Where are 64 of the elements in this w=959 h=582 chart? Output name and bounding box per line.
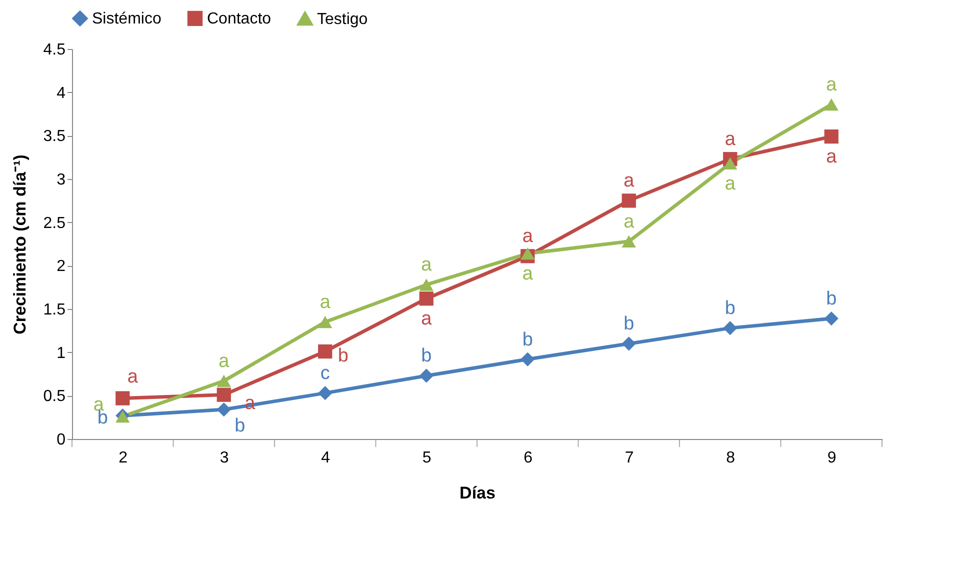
point [824, 311, 838, 326]
data-label: b [724, 298, 736, 320]
data-label: a [724, 129, 736, 150]
data-label: a [421, 308, 432, 330]
x-tick-label: 9 [827, 450, 836, 466]
point [216, 388, 231, 402]
y-tick-label: 2 [56, 258, 66, 276]
point [116, 391, 130, 406]
point [318, 386, 332, 400]
point [723, 320, 738, 336]
point [419, 368, 434, 383]
x-axis-title: Días [460, 484, 496, 502]
y-tick-label: 0.5 [43, 388, 66, 406]
data-label: a [522, 264, 534, 285]
point [318, 344, 332, 359]
data-label: a [826, 74, 838, 96]
x-tick-label: 6 [524, 450, 533, 466]
data-label: b [624, 314, 634, 335]
y-tick-label: 0 [56, 432, 66, 448]
data-label: a [826, 146, 838, 168]
point [419, 292, 434, 306]
point [520, 247, 535, 260]
y-tick-label: 1 [56, 344, 66, 362]
data-label: a [724, 173, 736, 194]
data-label: a [127, 366, 138, 388]
legend-label: Testigo [317, 10, 368, 28]
data-label: a [320, 292, 331, 313]
point [622, 194, 636, 208]
x-tick-label: 8 [726, 450, 736, 466]
data-label: a [421, 254, 432, 276]
point [419, 278, 434, 291]
y-axis-title: Crecimiento (cm día⁻¹) [10, 154, 30, 334]
data-label: a [624, 170, 635, 192]
x-tick-label: 5 [422, 450, 432, 466]
y-tick-label: 3 [56, 172, 66, 188]
point [622, 336, 636, 351]
point [622, 235, 636, 248]
point [824, 129, 838, 144]
data-label: a [522, 226, 534, 248]
point [520, 352, 535, 366]
point [723, 157, 738, 170]
data-label: b [522, 329, 533, 350]
data-label: b [421, 346, 432, 367]
y-tick-label: 3.5 [43, 128, 66, 146]
data-label: c [320, 363, 330, 384]
data-label: a [218, 350, 230, 372]
y-tick-label: 4.5 [43, 42, 66, 58]
data-label: b [338, 345, 348, 366]
x-tick-label: 2 [118, 450, 128, 466]
point [216, 374, 231, 388]
x-tick-label: 4 [321, 450, 330, 466]
point [824, 98, 838, 111]
data-label: b [826, 288, 837, 310]
point [318, 316, 332, 328]
y-tick-label: 2.5 [43, 214, 66, 232]
data-label: a [624, 211, 635, 232]
legend-label: Contacto [207, 10, 272, 28]
x-tick-label: 7 [624, 450, 634, 466]
y-tick-label: 4 [56, 84, 66, 102]
legend-label: Sistémico [92, 10, 162, 28]
y-tick-label: 1.5 [43, 302, 66, 318]
point [216, 402, 231, 417]
data-label: b [234, 416, 246, 437]
x-tick-label: 3 [220, 450, 229, 466]
